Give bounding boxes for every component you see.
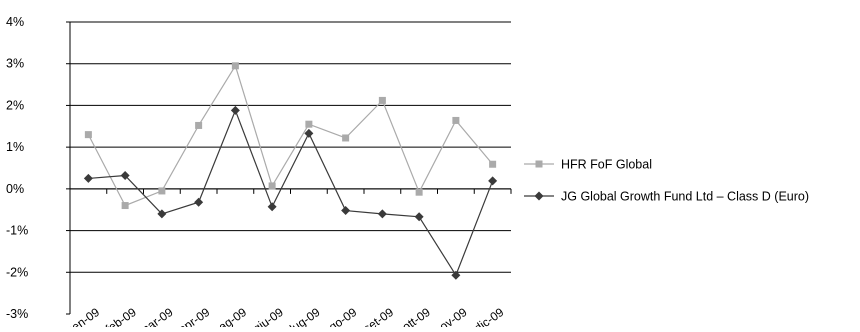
axes xyxy=(66,21,512,315)
data-point xyxy=(121,202,129,210)
data-point xyxy=(414,212,424,222)
x-tick-label: lug-09 xyxy=(287,305,323,327)
data-point xyxy=(415,188,423,196)
data-point xyxy=(84,131,92,139)
data-point xyxy=(341,206,351,216)
y-tick-label: -3% xyxy=(6,307,28,321)
x-tick-label: apr-09 xyxy=(176,305,213,327)
x-tick-label: ago-09 xyxy=(321,305,360,327)
x-tick-label: ott-09 xyxy=(400,305,433,327)
x-tick-label: feb-09 xyxy=(103,305,139,327)
legend-marker xyxy=(535,160,543,168)
series xyxy=(83,62,498,280)
data-point xyxy=(451,270,461,280)
y-tick-label: 1% xyxy=(6,140,24,154)
gridlines xyxy=(70,21,511,273)
legend-label: HFR FoF Global xyxy=(561,158,652,172)
data-point xyxy=(195,121,203,129)
y-tick-label: 0% xyxy=(6,182,24,196)
data-point xyxy=(305,120,313,128)
legend-marker xyxy=(534,191,544,201)
data-point xyxy=(230,105,240,115)
legend-label: JG Global Growth Fund Ltd – Class D (Eur… xyxy=(561,190,809,204)
series-1 xyxy=(84,62,497,210)
data-point xyxy=(452,116,460,124)
data-point xyxy=(267,202,277,212)
y-tick-label: 2% xyxy=(6,98,24,112)
data-point xyxy=(489,160,497,168)
x-tick-label: mar-09 xyxy=(136,305,175,327)
series-line xyxy=(88,108,494,277)
data-point xyxy=(304,128,314,138)
data-point xyxy=(194,197,204,207)
x-tick-label: dic-09 xyxy=(472,305,507,327)
x-tick-label: giu-09 xyxy=(250,305,286,327)
data-point xyxy=(378,96,386,104)
data-point xyxy=(157,209,167,219)
series-2 xyxy=(83,105,498,280)
legend-entry: HFR FoF Global xyxy=(524,158,652,172)
y-tick-label: 3% xyxy=(6,57,24,71)
y-axis-tick-labels: 4% 3% 2% 1% 0% -1% -2% -3% xyxy=(6,15,28,321)
y-tick-label: -1% xyxy=(6,224,28,238)
x-tick-label: gen-09 xyxy=(63,305,102,327)
x-tick-label: mag-09 xyxy=(208,305,250,327)
x-tick-label: nov-09 xyxy=(432,305,470,327)
data-point xyxy=(231,62,239,70)
data-point xyxy=(268,182,276,190)
y-tick-label: -2% xyxy=(6,265,28,279)
y-tick-label: 4% xyxy=(6,15,24,29)
legend-entry: JG Global Growth Fund Ltd – Class D (Eur… xyxy=(524,190,809,204)
data-point xyxy=(120,171,130,181)
data-point xyxy=(342,134,350,142)
data-point xyxy=(83,173,93,183)
data-point xyxy=(158,187,166,195)
legend: HFR FoF Global JG Global Growth Fund Ltd … xyxy=(524,158,809,204)
series-line xyxy=(87,64,494,207)
x-tick-label: set-09 xyxy=(361,305,397,327)
data-point xyxy=(377,209,387,219)
data-point xyxy=(488,176,498,186)
